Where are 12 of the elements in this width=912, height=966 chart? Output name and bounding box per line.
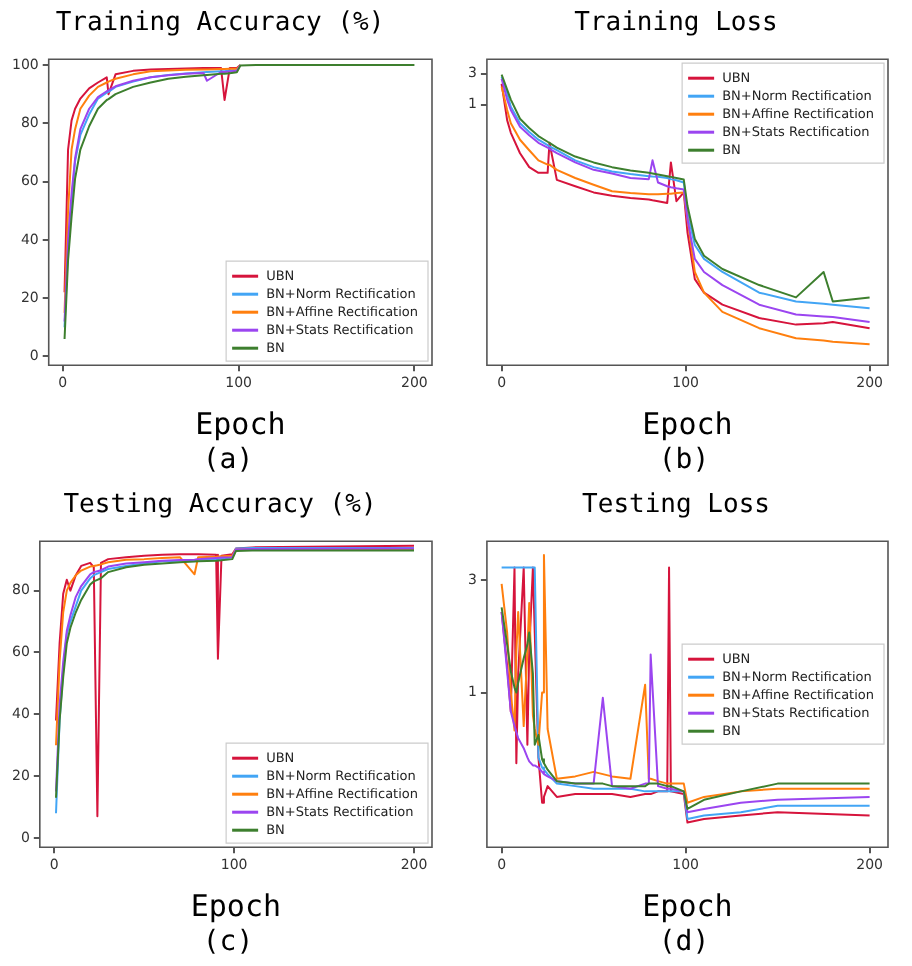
- x-axis-title: Epoch: [642, 405, 733, 442]
- chart-title: Testing Accuracy (%): [63, 490, 377, 521]
- x-axis-title: Epoch: [195, 405, 286, 442]
- text: (c): [200, 926, 256, 958]
- x-axis-title: Epoch: [642, 887, 733, 924]
- x-axis-title: Epoch: [190, 887, 282, 924]
- chart-title: Testing Loss: [582, 490, 770, 521]
- chart-title: Training Loss: [574, 8, 778, 39]
- text: (b): [656, 444, 712, 476]
- chart-title: Training Accuracy (%): [55, 8, 385, 39]
- text: (a): [200, 444, 256, 476]
- text: (d): [656, 926, 712, 958]
